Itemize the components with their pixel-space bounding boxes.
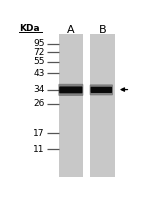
Bar (59, 34, 83, 177)
Text: 95: 95 (33, 39, 45, 48)
Text: 72: 72 (34, 48, 45, 57)
Text: 17: 17 (33, 129, 45, 138)
Text: KDa: KDa (19, 24, 39, 33)
FancyBboxPatch shape (59, 86, 82, 93)
Text: 43: 43 (34, 69, 45, 78)
Text: A: A (67, 25, 75, 35)
FancyBboxPatch shape (91, 87, 112, 93)
Text: 55: 55 (33, 57, 45, 66)
Text: 11: 11 (33, 145, 45, 154)
FancyBboxPatch shape (58, 84, 83, 96)
Text: 34: 34 (34, 85, 45, 94)
Text: 26: 26 (34, 99, 45, 108)
FancyBboxPatch shape (90, 84, 113, 95)
Text: B: B (99, 25, 106, 35)
Bar (90, 34, 115, 177)
